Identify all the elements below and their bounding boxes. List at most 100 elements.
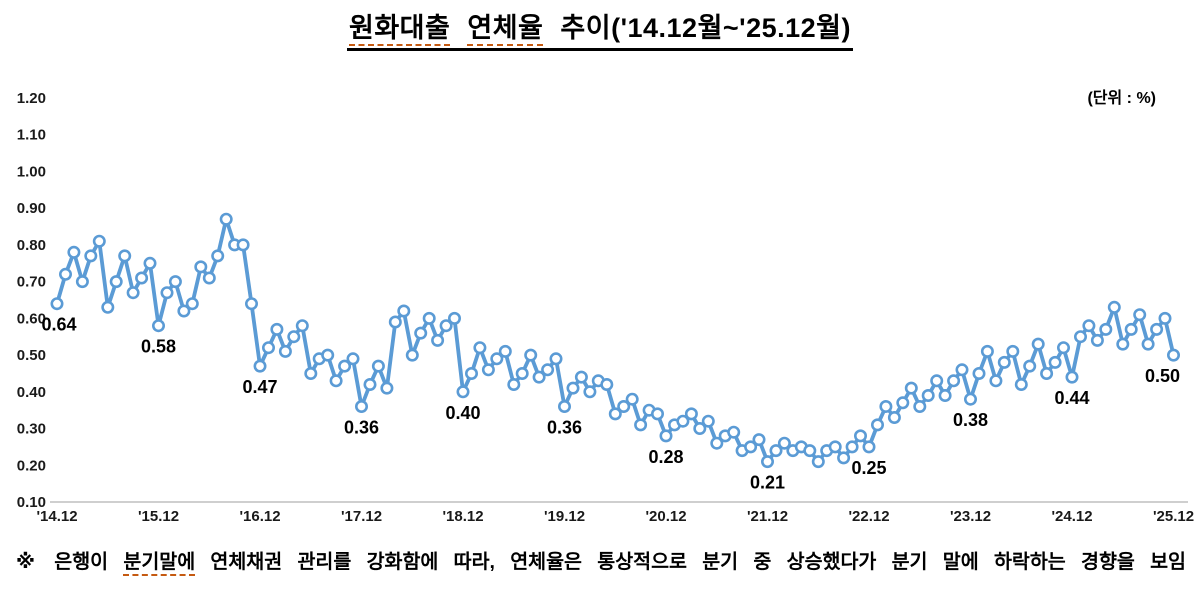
x-axis-tick: '17.12 [341, 508, 382, 525]
y-axis-tick: 0.60 [17, 310, 46, 327]
data-point-marker [371, 359, 385, 373]
data-point-marker [363, 377, 377, 391]
data-point-marker [270, 322, 284, 336]
data-point-marker [84, 249, 98, 263]
data-point-marker [1023, 359, 1037, 373]
data-point-marker [202, 271, 216, 285]
data-point-marker [185, 297, 199, 311]
data-point-marker [752, 433, 766, 447]
data-point-marker [236, 238, 250, 252]
data-point-marker [524, 348, 538, 362]
data-point-marker [160, 286, 174, 300]
data-point-marker [693, 421, 707, 435]
data-point-marker [828, 440, 842, 454]
data-point-marker [135, 271, 149, 285]
data-point-marker [972, 366, 986, 380]
y-axis-tick: 0.80 [17, 237, 46, 254]
y-axis-tick: 0.10 [17, 494, 46, 511]
data-point-marker [887, 410, 901, 424]
data-point-marker [405, 348, 419, 362]
title-word-1: 원화대출 [348, 13, 451, 46]
data-point-marker [583, 385, 597, 399]
data-point-marker [329, 374, 343, 388]
data-label: 0.28 [648, 447, 683, 467]
data-point-marker [143, 256, 157, 270]
data-point-marker [295, 319, 309, 333]
y-axis-tick: 0.70 [17, 274, 46, 291]
data-point-marker [278, 344, 292, 358]
data-point-marker [481, 363, 495, 377]
data-point-marker [608, 407, 622, 421]
data-point-marker [431, 333, 445, 347]
data-point-marker [549, 352, 563, 366]
data-point-marker [1082, 319, 1096, 333]
x-axis-tick: '20.12 [645, 508, 686, 525]
data-point-marker [194, 260, 208, 274]
data-point-marker [574, 370, 588, 384]
title-word-2: 연체율 [467, 13, 544, 46]
y-axis-tick: 0.90 [17, 200, 46, 217]
unit-label: (단위 : %) [1087, 90, 1156, 107]
data-label: 0.64 [41, 315, 76, 335]
data-point-marker [1006, 344, 1020, 358]
data-point-marker [456, 385, 470, 399]
data-point-marker [1124, 322, 1138, 336]
data-point-marker [1090, 333, 1104, 347]
data-point-marker [963, 392, 977, 406]
data-point-marker [168, 275, 182, 289]
data-point-marker [862, 440, 876, 454]
data-point-marker [126, 286, 140, 300]
data-point-marker [980, 344, 994, 358]
data-point-marker [67, 245, 81, 259]
data-point-marker [245, 297, 259, 311]
data-point-marker [1048, 355, 1062, 369]
data-point-marker [490, 352, 504, 366]
data-point-marker [1074, 330, 1088, 344]
data-point-marker [600, 377, 614, 391]
data-label: 0.38 [953, 410, 988, 430]
data-label: 0.47 [242, 377, 277, 397]
footnote-prefix: ※ 은행이 [16, 551, 124, 573]
data-point-marker [777, 436, 791, 450]
y-axis-tick: 0.50 [17, 347, 46, 364]
data-point-marker [75, 275, 89, 289]
data-point-marker [769, 444, 783, 458]
data-point-marker [50, 297, 64, 311]
data-point-marker [625, 392, 639, 406]
data-point-marker [473, 341, 487, 355]
data-point-marker [261, 341, 275, 355]
data-point-marker [1099, 322, 1113, 336]
data-point-marker [439, 319, 453, 333]
data-point-marker [253, 359, 267, 373]
data-point-marker [837, 451, 851, 465]
data-point-marker [109, 275, 123, 289]
data-point-marker [1167, 348, 1181, 362]
data-label: 0.44 [1054, 388, 1089, 408]
data-point-marker [566, 381, 580, 395]
title-rest: 추이('14.12월~'25.12월) [543, 13, 851, 43]
footnote: ※ 은행이 분기말에 연체채권 관리를 강화함에 따라, 연체율은 통상적으로 … [16, 549, 1186, 576]
x-axis-tick: '16.12 [239, 508, 280, 525]
data-point-marker [152, 319, 166, 333]
data-point-marker [1133, 308, 1147, 322]
data-point-marker [397, 304, 411, 318]
data-point-marker [930, 374, 944, 388]
x-axis-tick: '14.12 [36, 508, 77, 525]
data-point-marker [659, 429, 673, 443]
data-point-marker [684, 407, 698, 421]
data-label: 0.21 [750, 473, 785, 493]
data-point-marker [811, 455, 825, 469]
data-point-marker [338, 359, 352, 373]
x-axis-tick: '21.12 [747, 508, 788, 525]
data-point-marker [346, 352, 360, 366]
data-point-marker [650, 407, 664, 421]
data-point-marker [219, 212, 233, 226]
data-point-marker [321, 348, 335, 362]
delinquency-line [55, 217, 1176, 464]
data-point-marker [211, 249, 225, 263]
x-axis-tick: '23.12 [950, 508, 991, 525]
data-point-marker [447, 311, 461, 325]
footnote-suffix: 연체채권 관리를 강화함에 따라, 연체율은 통상적으로 분기 중 상승했다가 … [195, 551, 1186, 573]
data-point-marker [617, 399, 631, 413]
data-point-marker [422, 311, 436, 325]
